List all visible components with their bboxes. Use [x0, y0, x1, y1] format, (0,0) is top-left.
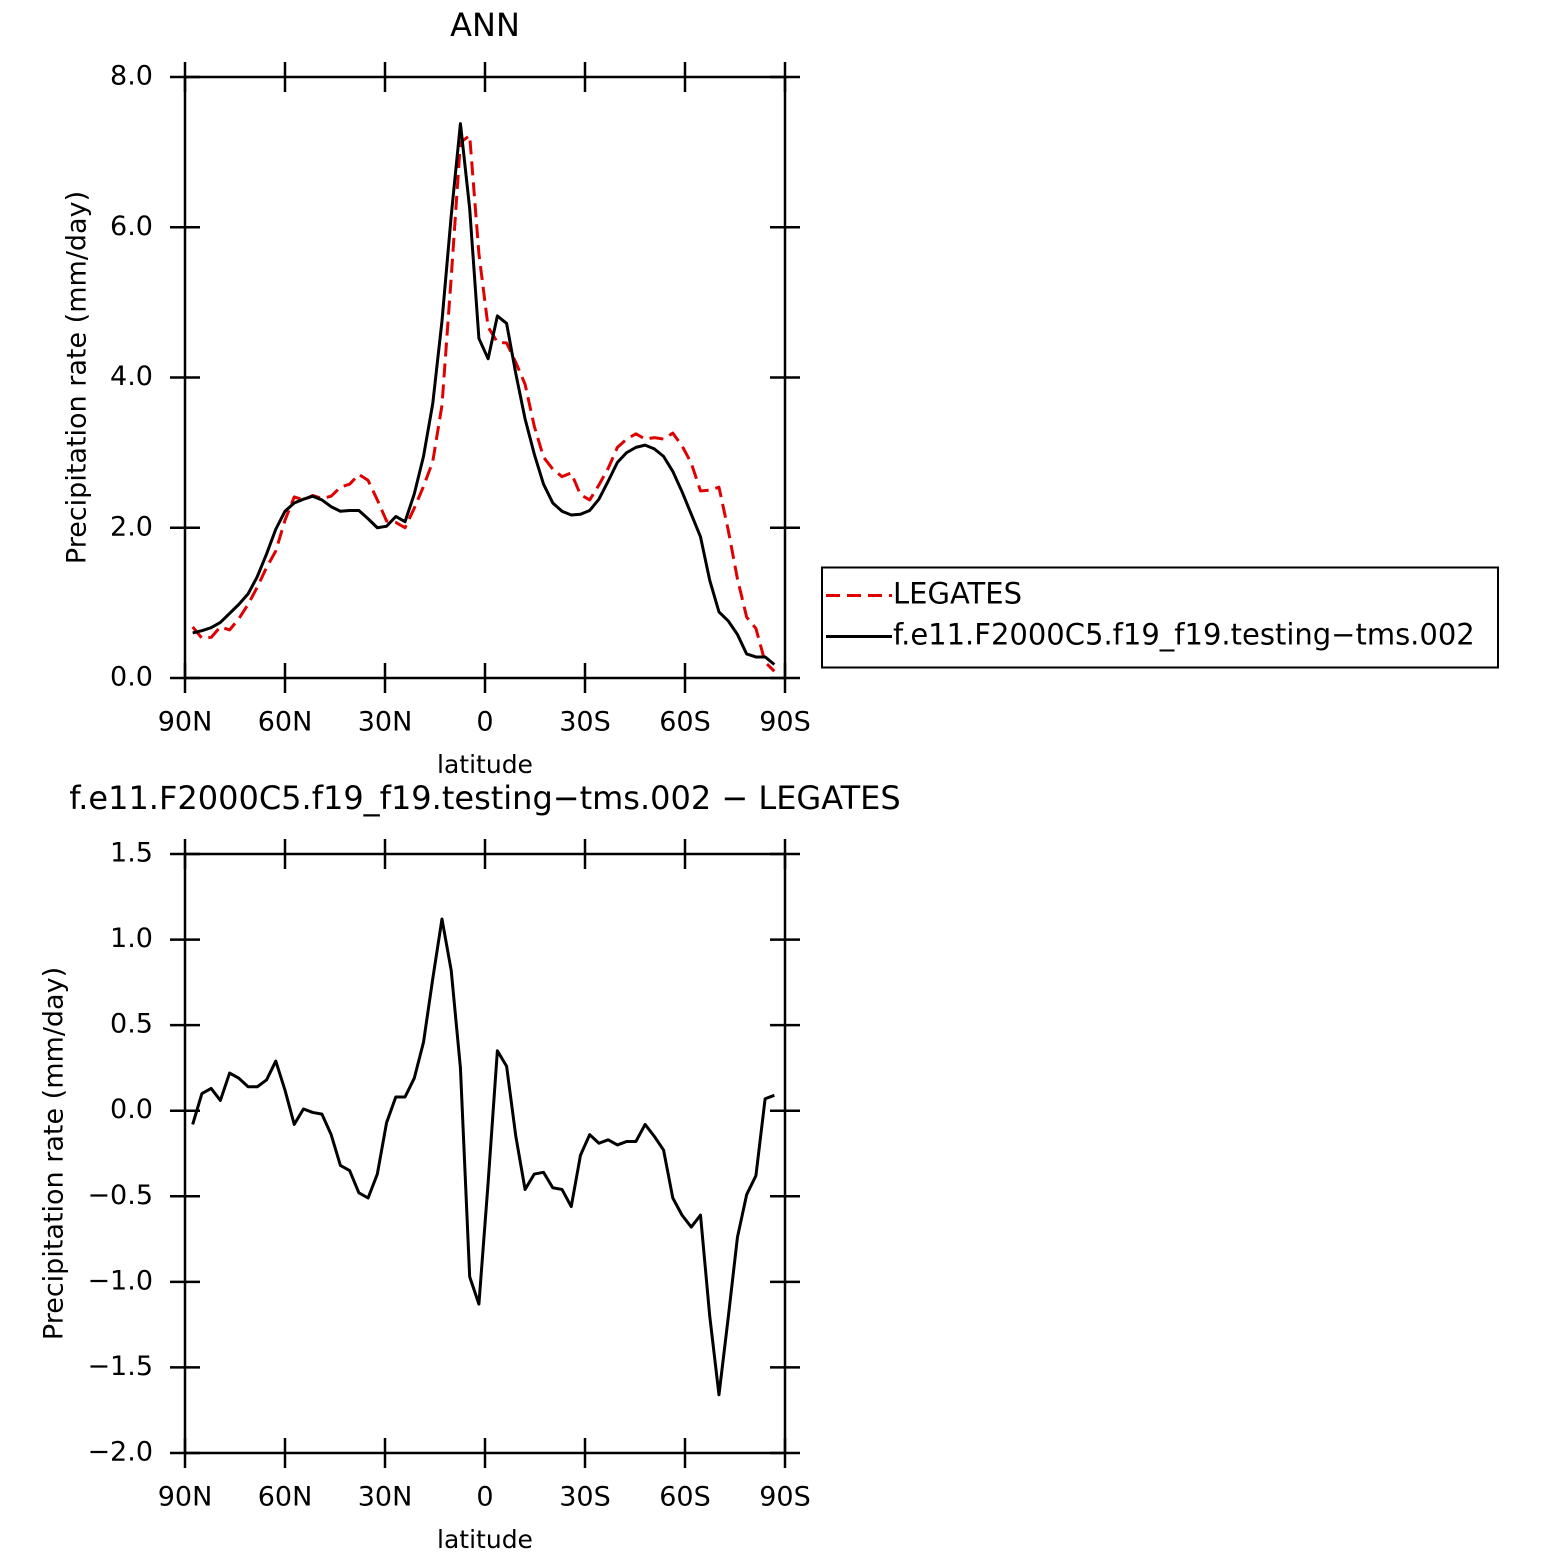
plot-frame	[183, 75, 787, 680]
data-line	[191, 134, 776, 673]
x-tick-label: 30S	[559, 707, 611, 738]
y-tick-label: 0.5	[110, 1009, 153, 1040]
x-tick-label: 60S	[659, 1482, 711, 1513]
chart-title: ANN	[450, 6, 520, 44]
x-tick-label: 0	[476, 707, 493, 738]
y-tick-label: 6.0	[110, 211, 153, 242]
x-tick-label: 30S	[559, 1482, 611, 1513]
legend-box	[821, 566, 1499, 669]
data-line	[191, 917, 775, 1397]
x-tick-label: 90N	[158, 1482, 213, 1513]
x-tick-label: 90N	[158, 707, 213, 738]
y-tick-label: 0.0	[110, 662, 153, 693]
x-tick-label: 30N	[358, 1482, 413, 1513]
y-tick-label: 1.0	[110, 923, 153, 954]
chart-title: f.e11.F2000C5.f19_f19.testing−tms.002 − …	[69, 779, 900, 817]
y-axis-label: Precipitation rate (mm/day)	[39, 967, 70, 1340]
y-tick-label: 0.0	[110, 1094, 153, 1125]
y-tick-label: −1.0	[87, 1265, 153, 1296]
y-tick-label: 4.0	[110, 361, 153, 392]
legend-label: LEGATES	[893, 577, 1022, 611]
x-tick-label: 60S	[659, 707, 711, 738]
plot-frame	[183, 852, 787, 1455]
x-tick-label: 90S	[759, 1482, 811, 1513]
legend-label: f.e11.F2000C5.f19_f19.testing−tms.002	[893, 618, 1475, 652]
y-tick-label: 8.0	[110, 61, 153, 92]
y-tick-label: −2.0	[87, 1437, 153, 1468]
y-axis-label: Precipitation rate (mm/day)	[62, 191, 93, 564]
x-tick-label: 30N	[358, 707, 413, 738]
y-tick-label: −1.5	[87, 1351, 153, 1382]
x-tick-label: 90S	[759, 707, 811, 738]
y-tick-label: −0.5	[87, 1180, 153, 1211]
x-tick-label: 0	[476, 1482, 493, 1513]
x-axis-label: latitude	[437, 1525, 533, 1554]
x-tick-label: 60N	[258, 707, 313, 738]
x-tick-label: 60N	[258, 1482, 313, 1513]
data-line	[192, 122, 776, 666]
y-tick-label: 1.5	[110, 838, 153, 869]
x-axis-label: latitude	[437, 750, 533, 779]
y-tick-label: 2.0	[110, 511, 153, 542]
